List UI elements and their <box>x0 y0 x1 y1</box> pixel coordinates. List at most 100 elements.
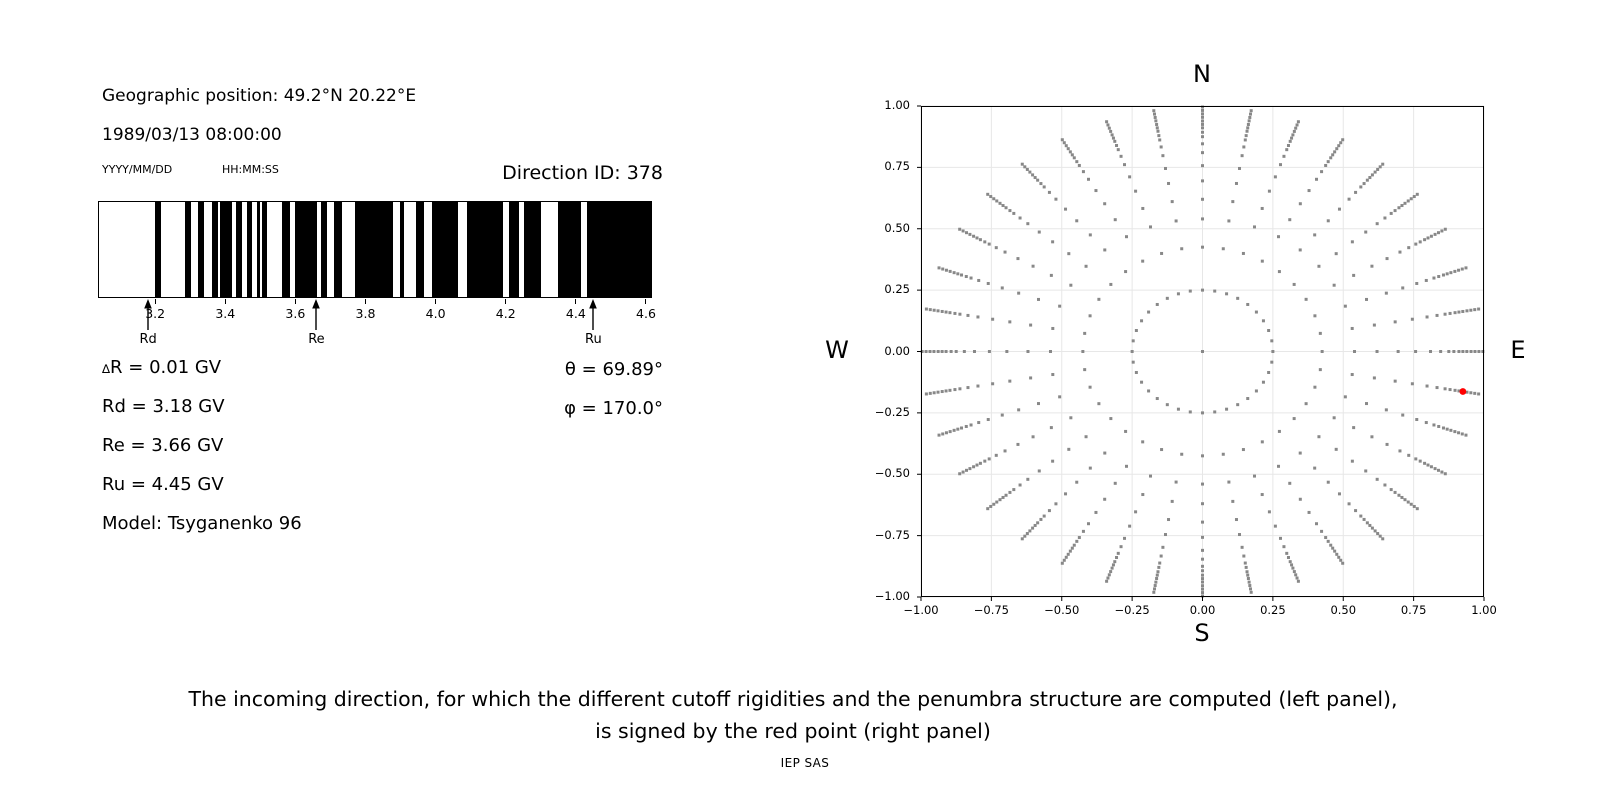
direction-dot <box>1201 411 1204 415</box>
direction-dot <box>1017 291 1021 295</box>
direction-dot <box>1398 449 1402 453</box>
direction-dot <box>1069 416 1073 420</box>
direction-dot <box>1465 390 1469 394</box>
direction-dot <box>983 459 987 463</box>
direction-dot <box>1084 435 1088 439</box>
direction-dot <box>1124 270 1128 274</box>
direction-dot <box>969 423 973 427</box>
direction-dot <box>1464 266 1468 270</box>
direction-dot <box>1201 454 1204 458</box>
direction-dot <box>1307 510 1311 514</box>
direction-dot <box>1315 522 1319 526</box>
direction-dot <box>961 470 965 474</box>
direction-dot <box>968 232 972 236</box>
direction-dot <box>1000 413 1004 417</box>
direction-dot <box>1152 109 1156 113</box>
direction-dot <box>1247 119 1251 123</box>
direction-dot <box>1415 418 1419 422</box>
direction-dot <box>1147 389 1151 393</box>
direction-dot <box>1245 129 1249 133</box>
direction-dot <box>1441 426 1445 430</box>
penumbra-allowed-band <box>557 202 581 297</box>
direction-dot <box>1400 495 1404 499</box>
penumbra-allowed-band <box>236 202 242 297</box>
direction-dot <box>1201 164 1204 168</box>
direction-dot <box>1453 311 1457 315</box>
direction-dot <box>1294 126 1298 130</box>
direction-dot <box>1113 139 1117 143</box>
plot-frame <box>921 106 1484 597</box>
direction-dot <box>1246 122 1250 126</box>
direction-dot <box>1113 481 1117 485</box>
direction-dot <box>1161 154 1165 158</box>
direction-dot <box>944 431 948 435</box>
direction-dot <box>1201 108 1204 112</box>
direction-dot <box>1088 466 1092 470</box>
direction-dot <box>1242 554 1246 558</box>
direction-dot <box>987 457 991 461</box>
direction-dot <box>1341 561 1345 565</box>
direction-dot <box>1005 350 1009 353</box>
direction-dot <box>948 388 952 392</box>
direction-dot <box>1368 176 1372 180</box>
direction-plot[interactable]: N S W E −1.00 −1.00 −0.75 −0.75 −0.50 −0.50 −0… <box>825 60 1525 647</box>
direction-dot <box>1017 408 1021 412</box>
direction-dot <box>1443 387 1447 391</box>
direction-dot <box>1081 170 1085 174</box>
direction-dot <box>978 461 982 465</box>
direction-dot <box>1058 304 1062 308</box>
direction-plot-canvas[interactable] <box>917 105 1485 601</box>
direction-dot <box>1124 235 1128 239</box>
direction-dot <box>1376 167 1380 171</box>
cutoff-marker-arrow <box>144 299 152 330</box>
direction-dot <box>1088 385 1092 389</box>
direction-dot <box>1163 166 1167 170</box>
direction-dot <box>1318 368 1322 372</box>
direction-dot <box>960 273 964 277</box>
direction-dot <box>972 465 976 469</box>
direction-dot <box>1298 248 1302 252</box>
direction-dot <box>1350 459 1354 463</box>
direction-dot <box>1064 144 1068 148</box>
caption-line-2: is signed by the red point (right panel) <box>595 719 991 743</box>
direction-dot <box>992 502 996 506</box>
direction-dot <box>1094 189 1098 193</box>
direction-dot <box>932 391 936 395</box>
direction-dot <box>1123 163 1127 167</box>
selected-direction-dot[interactable] <box>1459 388 1467 395</box>
direction-dot <box>1277 235 1281 239</box>
direction-dot <box>1155 573 1159 577</box>
direction-dot <box>1469 350 1473 353</box>
direction-dot <box>924 392 928 396</box>
direction-dot <box>1248 115 1252 119</box>
direction-dot <box>1147 310 1151 314</box>
direction-dot <box>1332 416 1336 420</box>
cutoff-marker-arrow <box>312 299 321 330</box>
direction-dot <box>1033 523 1037 527</box>
direction-dot <box>1295 576 1299 580</box>
direction-dot <box>1473 391 1477 395</box>
direction-dot <box>977 278 981 282</box>
direction-dot <box>1155 122 1159 126</box>
direction-dot <box>1423 238 1427 242</box>
direction-dot <box>1409 502 1413 506</box>
direction-dot <box>986 192 990 196</box>
direction-dot <box>1105 120 1109 124</box>
penumbra-tick-label: 3.2 <box>145 306 166 321</box>
penumbra-plot <box>98 201 652 298</box>
penumbra-tick <box>365 299 366 304</box>
direction-dot <box>1453 269 1457 273</box>
direction-dot <box>1097 297 1101 301</box>
direction-dot <box>1433 232 1437 236</box>
x-tick-label: 0.75 <box>1400 603 1427 617</box>
direction-dot <box>1077 536 1081 540</box>
direction-dot <box>1400 204 1404 208</box>
direction-dot <box>1026 222 1030 226</box>
direction-dot <box>1077 163 1081 167</box>
direction-dot <box>1337 555 1341 559</box>
direction-dot <box>1389 488 1393 492</box>
direction-dot <box>1097 402 1101 406</box>
direction-dot <box>1060 138 1064 142</box>
x-tick-label: −1.00 <box>903 603 939 617</box>
